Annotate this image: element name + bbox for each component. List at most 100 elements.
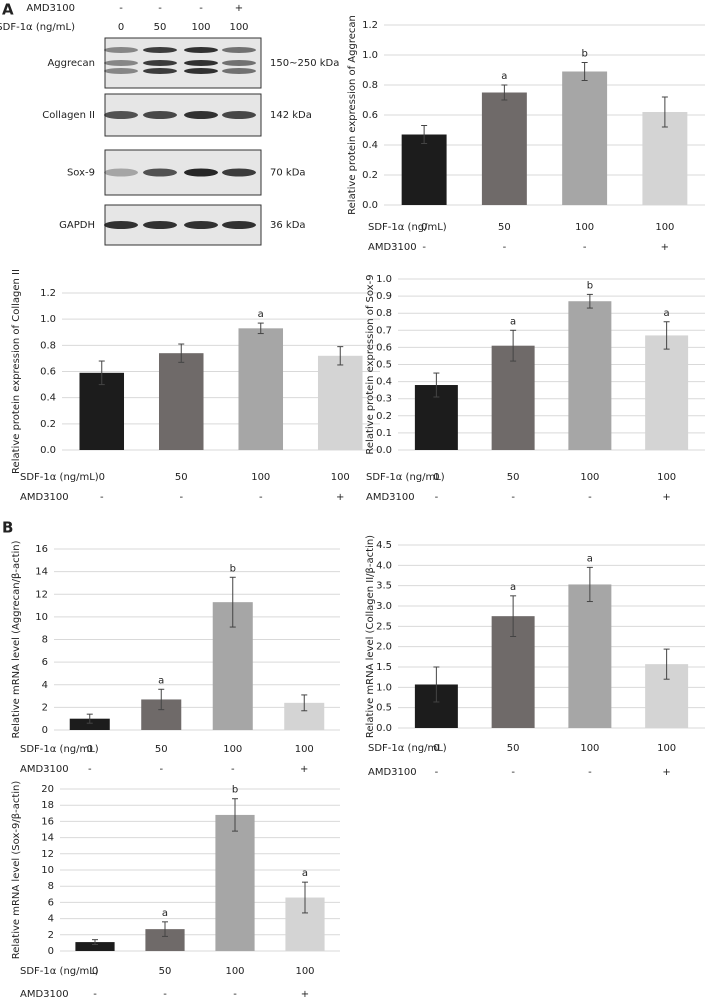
x-tick-label: 0 (92, 966, 98, 977)
blot-band (143, 111, 177, 119)
x-tick-label: - (159, 764, 163, 775)
y-tick-label: 0.0 (376, 723, 392, 734)
panel-label: A (2, 1, 14, 19)
blot-band (143, 68, 177, 74)
x-row-label: SDF-1α (ng/mL) (20, 744, 99, 755)
blot-row-label: Collagen II (42, 110, 95, 121)
x-tick-label: 50 (498, 222, 511, 233)
blot-band (222, 168, 256, 177)
y-tick-label: 10 (41, 865, 54, 876)
blot-band (184, 168, 218, 177)
x-tick-label: 100 (580, 743, 599, 754)
y-axis-title: Relative protein expression of Aggrecan (347, 15, 358, 215)
significance-label: a (162, 908, 168, 919)
blot-band (184, 111, 218, 119)
x-tick-label: 50 (155, 744, 168, 755)
x-row-label: AMD3100 (368, 242, 417, 253)
blot-header-cell: 100 (191, 22, 210, 33)
y-tick-label: 12 (35, 589, 48, 600)
significance-label: b (581, 49, 587, 60)
y-tick-label: 1.0 (376, 682, 392, 693)
significance-label: a (158, 675, 164, 686)
bar (75, 942, 115, 951)
y-tick-label: 0.0 (362, 200, 378, 211)
y-tick-label: 4 (42, 680, 48, 691)
x-row-label: SDF-1α (ng/mL) (20, 966, 99, 977)
x-tick-label: 100 (655, 222, 674, 233)
blot-header-cell: - (158, 3, 162, 14)
y-tick-label: 0.3 (376, 394, 392, 405)
y-tick-label: 0.2 (376, 411, 392, 422)
x-tick-label: - (422, 242, 426, 253)
x-row-label: AMD3100 (20, 764, 69, 775)
significance-label: b (587, 280, 593, 291)
blot-band (222, 111, 256, 119)
bar (491, 345, 535, 450)
x-tick-label: 100 (331, 472, 350, 483)
x-tick-label: - (503, 242, 507, 253)
y-tick-label: 3.5 (376, 581, 392, 592)
x-row-label: SDF-1α (ng/mL) (368, 222, 447, 233)
y-tick-label: 0.6 (376, 342, 392, 353)
blot-band (104, 68, 138, 74)
y-axis-title: Relative protein expression of Sox-9 (365, 274, 376, 454)
blot-size-label: 142 kDa (270, 110, 312, 121)
blot-band (104, 47, 138, 53)
y-tick-label: 1.0 (376, 274, 392, 285)
x-row-label: AMD3100 (366, 492, 415, 503)
y-tick-label: 6 (48, 897, 54, 908)
x-tick-label: 0 (433, 472, 439, 483)
x-tick-label: - (588, 492, 592, 503)
blot-band (184, 47, 218, 53)
y-tick-label: 0.5 (376, 360, 392, 371)
y-tick-label: 1.5 (376, 662, 392, 673)
blot-header-cell: 50 (154, 22, 167, 33)
significance-label: a (510, 316, 516, 327)
blot-header-cell: 100 (229, 22, 248, 33)
y-tick-label: 8 (42, 635, 48, 646)
x-tick-label: - (588, 767, 592, 778)
blot-band (184, 60, 218, 66)
bar (69, 718, 110, 730)
y-tick-label: 14 (41, 833, 54, 844)
x-row-label: AMD3100 (20, 492, 69, 503)
x-tick-label: 50 (175, 472, 188, 483)
x-tick-label: 100 (575, 222, 594, 233)
blot-band (143, 47, 177, 53)
x-tick-label: - (583, 242, 587, 253)
blot-band (104, 60, 138, 66)
y-tick-label: 18 (41, 800, 54, 811)
y-axis-title: Relative protein expression of Collagen … (11, 269, 22, 474)
significance-label: b (232, 785, 238, 796)
bar (568, 584, 612, 728)
blot-header-cell: - (199, 3, 203, 14)
x-tick-label: 100 (657, 472, 676, 483)
y-tick-label: 2.5 (376, 621, 392, 632)
x-tick-label: 100 (657, 743, 676, 754)
blot-header-cell: + (235, 3, 243, 14)
x-tick-label: 100 (223, 744, 242, 755)
y-tick-label: 2.0 (376, 642, 392, 653)
blot-band (222, 60, 256, 66)
bar (401, 134, 447, 205)
blot-header-label: SDF-1α (ng/mL) (0, 22, 75, 33)
x-tick-label: 50 (507, 472, 520, 483)
y-tick-label: 1.2 (362, 20, 378, 31)
x-tick-label: 100 (295, 744, 314, 755)
x-tick-label: - (511, 492, 515, 503)
y-tick-label: 14 (35, 567, 48, 578)
blot-band (143, 221, 177, 229)
x-tick-label: 100 (295, 966, 314, 977)
x-row-label: SDF-1α (ng/mL) (20, 472, 99, 483)
x-tick-label: + (336, 492, 344, 503)
bar (145, 929, 185, 951)
significance-label: a (258, 309, 264, 320)
x-tick-label: - (100, 492, 104, 503)
bar (645, 335, 689, 450)
blot-size-label: 36 kDa (270, 220, 306, 231)
y-tick-label: 0.0 (40, 445, 56, 456)
x-tick-label: - (163, 989, 167, 1000)
x-tick-label: + (661, 242, 669, 253)
y-tick-label: 12 (41, 849, 54, 860)
